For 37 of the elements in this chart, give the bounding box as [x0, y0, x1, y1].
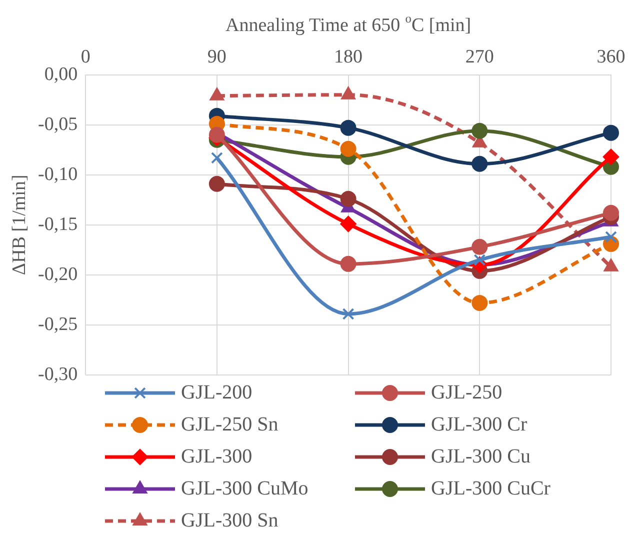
y-tick-label: -0,25 — [38, 314, 78, 335]
point — [472, 238, 488, 255]
legend-label: GJL-250 — [431, 381, 502, 404]
point — [603, 124, 619, 141]
x-tick-label: 360 — [596, 46, 626, 68]
point — [472, 122, 488, 139]
legend-label: GJL-300 CuMo — [181, 477, 308, 500]
point — [340, 256, 356, 272]
legend-label: GJL-300 Cr — [431, 413, 528, 436]
y-tick-label: -0,20 — [38, 264, 78, 285]
x-tick-label: 180 — [334, 46, 363, 68]
y-tick-label: -0,05 — [38, 114, 78, 135]
x-tick-label: 0 — [80, 46, 90, 68]
y-tick-label: 0,00 — [44, 64, 78, 85]
point — [472, 294, 488, 311]
point — [605, 230, 617, 243]
point — [603, 148, 619, 165]
point — [340, 120, 356, 136]
point — [340, 216, 356, 232]
legend-label: GJL-250 Sn — [181, 413, 278, 436]
y-tick-label: -0,10 — [38, 164, 78, 185]
point — [208, 176, 225, 192]
point — [208, 126, 225, 143]
y-axis-title: ΔHB [1/min] — [8, 174, 30, 276]
y-tick-label: -0,30 — [38, 364, 78, 385]
point — [472, 156, 488, 172]
legend-label: GJL-200 — [181, 381, 252, 404]
point — [342, 308, 354, 320]
legend-label: GJL-300 — [181, 445, 252, 468]
legend-label: GJL-300 Sn — [181, 509, 278, 532]
point — [210, 152, 223, 164]
x-tick-label: 90 — [207, 46, 226, 68]
point — [340, 140, 356, 157]
y-tick-label: -0,15 — [38, 214, 78, 235]
x-tick-label: 270 — [465, 46, 494, 68]
legend-label: GJL-300 CuCr — [431, 477, 551, 500]
legend-label: GJL-300 Cu — [431, 445, 530, 468]
